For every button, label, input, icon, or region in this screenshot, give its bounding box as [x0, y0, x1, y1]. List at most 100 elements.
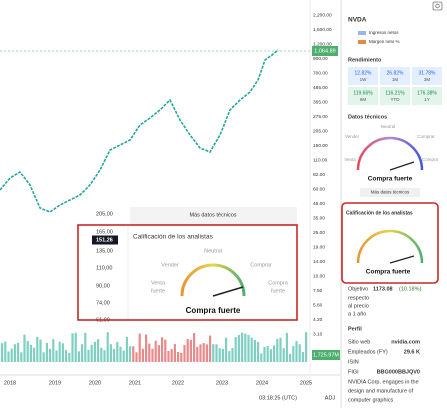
section-title: Calificación de los analistas: [346, 210, 413, 216]
performance-value: 116.21%: [385, 90, 405, 96]
performance-value: 176.38%: [417, 90, 437, 96]
price-label: 60.00: [313, 186, 325, 192]
gauge-strong-buy: Compra: [268, 280, 289, 286]
volume-bar: [109, 344, 112, 362]
description: NVIDIA Corp. engages in the design and ma…: [348, 379, 419, 403]
performance-cell: [348, 67, 378, 85]
volume: [1, 332, 308, 362]
volume-tag: [312, 350, 340, 360]
adj: ADJ: [325, 395, 336, 401]
volume-bar: [202, 343, 205, 362]
volume-bar: [298, 344, 301, 362]
volume-bar: [106, 332, 109, 362]
volume-bar: [68, 352, 71, 362]
price-label: 25.00: [313, 230, 325, 236]
performance-period: 1Y: [424, 97, 430, 102]
volume-bar: [93, 341, 96, 362]
performance-period: 3M: [424, 77, 431, 82]
analyst-rating: Compra fuerte: [366, 269, 411, 276]
volume-bar: [257, 341, 260, 362]
gauge-label: Compra: [422, 157, 439, 162]
volume-bar: [141, 348, 144, 362]
overlay-price: 205,00: [96, 211, 113, 217]
volume-bar: [173, 344, 176, 362]
overlay-price: 74,00: [96, 300, 110, 306]
volume-bar: [29, 344, 32, 362]
volume-bar: [49, 348, 52, 362]
rating: Compra fuerte: [186, 306, 241, 315]
year-label: 2019: [49, 380, 61, 386]
volume-bar: [266, 346, 269, 362]
volume-bar: [42, 352, 45, 362]
volume-bar: [292, 346, 295, 362]
volume-bar: [103, 350, 106, 362]
gauge-label: Comprar: [417, 134, 435, 139]
volume-bar: [228, 351, 231, 362]
volume-bar: [100, 347, 103, 362]
volume-bar: [84, 332, 87, 362]
more-button-label[interactable]: Más datos técnicos: [371, 190, 410, 195]
volume-bar: [237, 335, 240, 362]
gauge-neutral: Neutral: [204, 248, 222, 254]
price-label: 7.50: [313, 288, 323, 294]
analyst-gauge: [356, 229, 424, 264]
overlay-price: 90,00: [96, 283, 110, 289]
volume-bar: [167, 351, 170, 362]
performance-value: 12.82%: [355, 70, 373, 76]
overlay-title: Calificación de los analistas: [133, 234, 214, 241]
volume-bar: [151, 348, 154, 362]
profile-value[interactable]: nvidia.com: [391, 339, 420, 345]
tech-gauge: [356, 136, 424, 171]
volume-bar: [71, 333, 74, 362]
x-axis: 2018 2019 2020 2021 2022 2023 2024 2025: [4, 380, 312, 386]
price-label: 46.00: [313, 201, 325, 207]
volume-bar: [90, 344, 93, 362]
year-label: 2025: [300, 380, 312, 386]
volume-bar: [10, 348, 13, 362]
target-value: 1173.08: [373, 286, 393, 292]
volume-bar: [17, 342, 20, 362]
volume-bar: [177, 352, 180, 362]
volume-bar: [87, 349, 90, 362]
more-button[interactable]: [360, 188, 420, 197]
price-label: 900.00: [313, 56, 328, 62]
volume-bar: [196, 346, 199, 362]
volume-bar: [183, 344, 186, 362]
year-label: 2021: [129, 380, 141, 386]
profile-value: BBG000BBJQV0: [377, 369, 420, 375]
overlay-price: 135,00: [96, 248, 113, 254]
volume-bar: [221, 348, 224, 362]
performance-period: 1W: [360, 77, 368, 82]
price-label: 35.00: [313, 215, 325, 221]
performance-cell: [412, 67, 442, 85]
volume-bar: [97, 339, 100, 362]
volume-bar: [241, 332, 244, 362]
target: Objetivo: [348, 286, 368, 292]
description-line: NVIDIA Corp. engages in the: [348, 379, 419, 385]
volume-bar: [148, 343, 151, 362]
performance-cell: [412, 87, 442, 105]
price-label: 365.00: [313, 99, 328, 105]
volume-bar: [215, 344, 218, 362]
price-label: 10.00: [313, 273, 325, 279]
more-tech[interactable]: Más datos técnicos: [189, 212, 236, 218]
gauge-arc: [180, 263, 246, 297]
performance-cell: [380, 87, 410, 105]
overlay-price: 110,00: [96, 265, 112, 271]
year-label: 2020: [89, 380, 101, 386]
clock: 03:18:25 (UTC): [259, 395, 297, 401]
gauge-strong-sell: fuerte: [151, 288, 165, 294]
profile-key: Sitio web: [348, 339, 370, 345]
volume-bar: [231, 348, 234, 362]
volume-bar: [193, 332, 196, 362]
volume-bar: [186, 339, 189, 362]
volume-bar: [263, 346, 266, 362]
volume-bar: [295, 341, 298, 362]
volume-label: 1,725.97M: [313, 352, 339, 358]
gauge-needle: [212, 286, 244, 297]
camera-icon[interactable]: [432, 1, 443, 11]
volume-bar: [247, 335, 250, 362]
price-label: 150.00: [313, 143, 328, 149]
performance-value: 31.78%: [419, 70, 437, 76]
